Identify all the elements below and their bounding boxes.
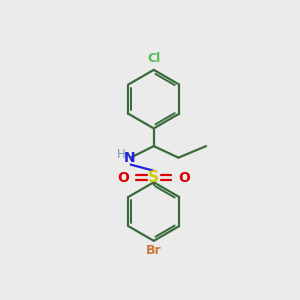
Text: S: S	[148, 170, 159, 185]
Text: N: N	[124, 152, 136, 165]
Text: O: O	[178, 171, 190, 185]
Text: Cl: Cl	[147, 52, 160, 65]
Text: O: O	[117, 171, 129, 185]
Text: H: H	[116, 148, 125, 161]
Text: Br: Br	[146, 244, 162, 257]
